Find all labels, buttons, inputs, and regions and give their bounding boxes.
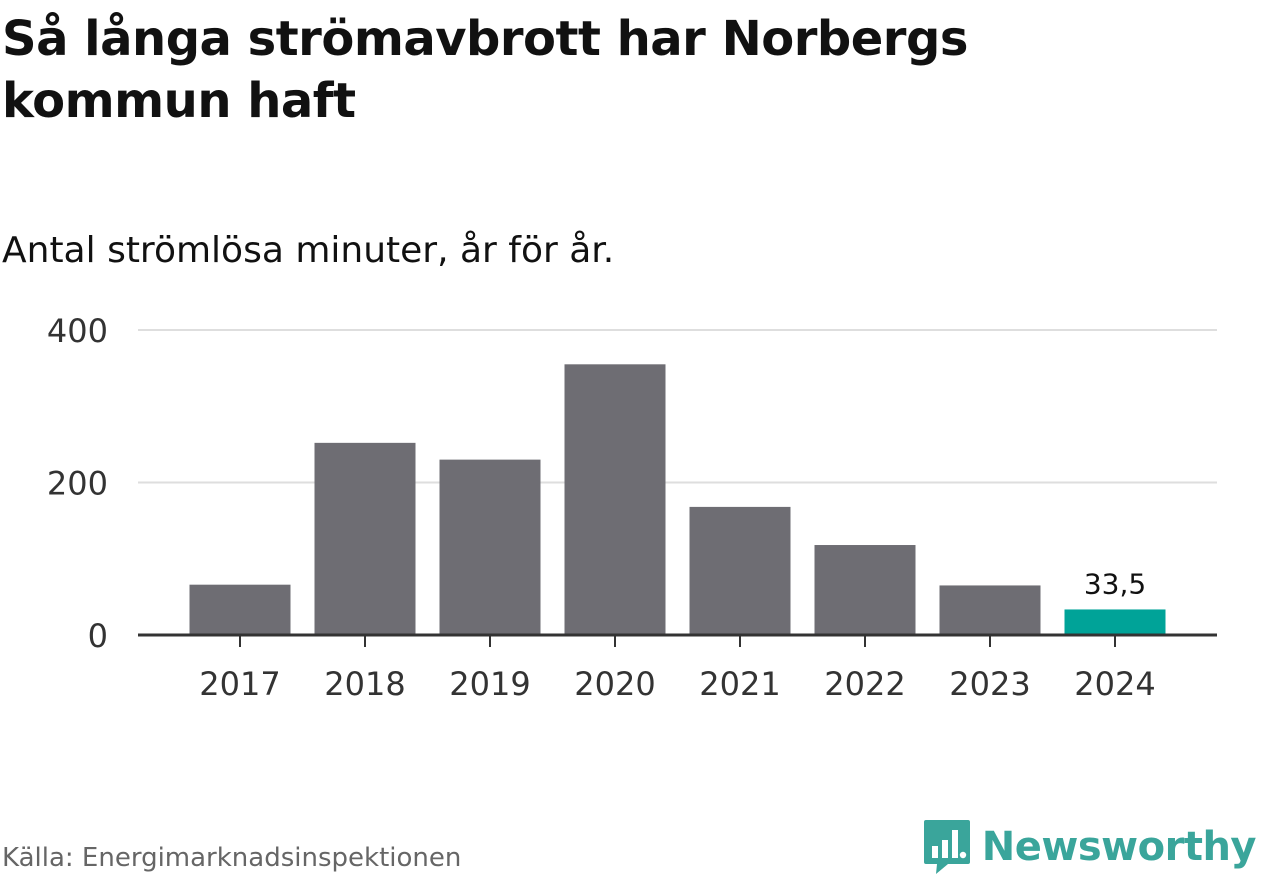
bar-2017 bbox=[189, 584, 291, 635]
y-tick-label: 400 bbox=[47, 312, 108, 350]
bar-chart-speech-bubble-icon bbox=[923, 820, 970, 874]
x-tick-label: 2019 bbox=[449, 665, 530, 703]
brand-name: Newsworthy bbox=[981, 824, 1257, 870]
bar-chart: 0 200 400 2017 2018 2019 2020 2021 2022 2023 2024 3… bbox=[47, 312, 1217, 703]
x-tick-label: 2022 bbox=[824, 665, 905, 703]
bar-2019 bbox=[439, 459, 541, 635]
x-tick-label: 2021 bbox=[699, 665, 780, 703]
x-tick-label: 2023 bbox=[949, 665, 1030, 703]
brand-logo: Newsworthy bbox=[922, 818, 1257, 876]
bar-2022 bbox=[814, 545, 916, 635]
y-tick-label: 0 bbox=[88, 617, 108, 655]
bar-2021 bbox=[689, 506, 791, 635]
data-label: 33,5 bbox=[1084, 567, 1146, 600]
x-tick-label: 2017 bbox=[199, 665, 280, 703]
x-tick-label: 2018 bbox=[324, 665, 405, 703]
y-tick-label: 200 bbox=[47, 465, 108, 503]
chart-subtitle: Antal strömlösa minuter, år för år. bbox=[2, 230, 615, 271]
bar-2024 bbox=[1064, 609, 1166, 635]
source-note: Källa: Energimarknadsinspektionen bbox=[2, 843, 462, 873]
bar-2023 bbox=[939, 585, 1041, 635]
bar-2020 bbox=[564, 364, 666, 635]
chart-title: Så långa strömavbrott har Norbergs kommu… bbox=[2, 11, 968, 129]
x-tick-label: 2020 bbox=[574, 665, 655, 703]
bar-2018 bbox=[314, 442, 416, 635]
x-tick-label: 2024 bbox=[1074, 665, 1155, 703]
